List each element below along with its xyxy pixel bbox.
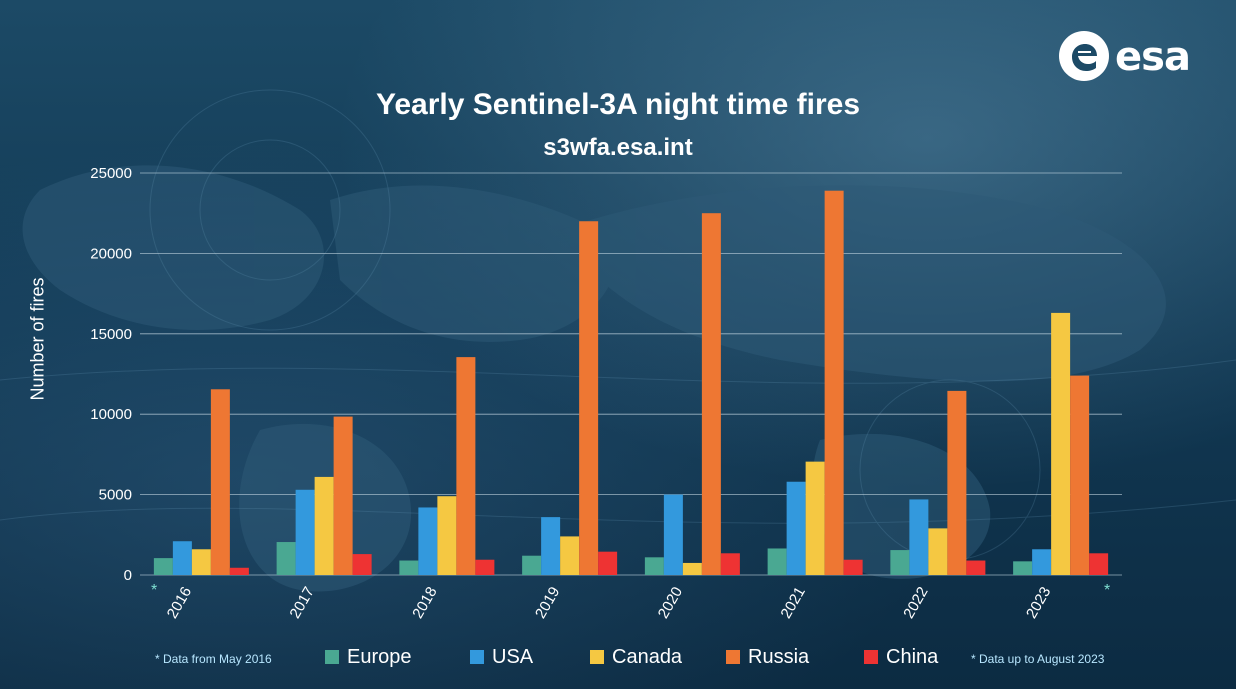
bar	[352, 554, 372, 575]
bar	[1051, 312, 1071, 575]
bar	[767, 548, 787, 575]
footnote-right: * Data up to August 2023	[971, 652, 1105, 666]
bar	[1089, 553, 1109, 575]
legend-item-russia: Russia	[726, 645, 809, 669]
legend-swatch-russia	[726, 650, 740, 664]
bar	[824, 190, 844, 576]
bar	[1032, 549, 1052, 575]
chart-subtitle: s3wfa.esa.int	[543, 134, 693, 161]
y-tick-label: 25000	[90, 165, 132, 182]
bar	[172, 541, 192, 575]
bar	[890, 550, 910, 575]
bar	[456, 357, 476, 575]
bar	[598, 551, 618, 575]
bar	[475, 559, 495, 575]
bar	[1070, 375, 1090, 575]
bar	[522, 555, 542, 575]
bar	[805, 461, 825, 575]
bar	[541, 517, 561, 575]
bar	[786, 481, 806, 575]
bar	[663, 494, 683, 575]
legend-label-usa: USA	[492, 645, 534, 668]
esa-logo-text: esa	[1115, 34, 1191, 80]
bar	[153, 558, 173, 575]
footnote-star-left: *	[151, 582, 158, 599]
legend-label-china: China	[886, 645, 939, 668]
bar	[314, 476, 334, 575]
bar	[928, 528, 948, 575]
bar	[437, 496, 457, 575]
y-tick-label: 10000	[90, 406, 132, 423]
footnote-left: * Data from May 2016	[155, 652, 272, 666]
legend-item-europe: Europe	[325, 645, 412, 669]
x-tick-label: 2019	[532, 584, 563, 621]
bar	[295, 489, 315, 575]
bar	[229, 567, 249, 575]
legend-label-canada: Canada	[612, 645, 683, 668]
y-tick-label: 20000	[90, 245, 132, 262]
y-tick-label: 15000	[90, 326, 132, 343]
bar	[1013, 561, 1033, 575]
esa-logo-mark-icon	[1059, 31, 1109, 81]
bar	[191, 549, 211, 575]
bar	[966, 560, 986, 575]
bar	[276, 542, 296, 575]
bar	[560, 536, 580, 575]
x-tick-label: 2016	[164, 584, 195, 621]
legend-swatch-china	[864, 650, 878, 664]
bar	[210, 389, 230, 575]
legend-swatch-canada	[590, 650, 604, 664]
esa-logo: esa	[1058, 30, 1208, 84]
x-tick-label: 2021	[778, 584, 809, 621]
bar	[843, 559, 863, 575]
y-tick-label: 0	[124, 567, 132, 584]
bar	[947, 390, 967, 575]
legend-label-europe: Europe	[347, 645, 412, 668]
legend-swatch-usa	[470, 650, 484, 664]
bar	[333, 416, 353, 575]
x-tick-label: 2020	[655, 584, 686, 621]
footnote-star-right: *	[1104, 582, 1111, 599]
x-tick-label: 2023	[1023, 584, 1054, 621]
bar	[644, 557, 664, 575]
bar	[399, 560, 419, 575]
bar	[909, 499, 929, 575]
x-tick-label: 2018	[409, 584, 440, 621]
x-tick-label: 2022	[900, 584, 931, 621]
legend-swatch-europe	[325, 650, 339, 664]
x-tick-label: 2017	[287, 584, 318, 621]
legend-item-china: China	[864, 645, 938, 669]
legend-item-canada: Canada	[590, 645, 682, 669]
bar	[418, 507, 438, 575]
legend-label-russia: Russia	[748, 645, 810, 668]
legend-item-usa: USA	[470, 645, 533, 669]
bar	[701, 213, 721, 575]
bar	[720, 553, 740, 575]
chart-title: Yearly Sentinel-3A night time fires	[375, 88, 861, 121]
bar	[579, 221, 599, 576]
bar	[682, 562, 702, 575]
y-tick-label: 5000	[99, 487, 132, 504]
